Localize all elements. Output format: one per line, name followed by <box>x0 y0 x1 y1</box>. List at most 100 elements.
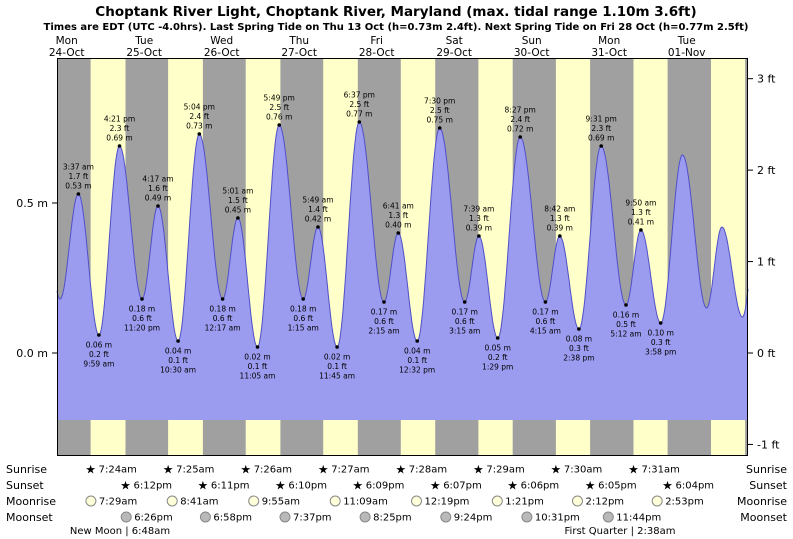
tide-annotation-line: 0.77 m <box>346 110 372 119</box>
moonset-time: 10:31pm <box>535 513 580 524</box>
right-axis-label: 0 ft <box>757 347 776 360</box>
tide-annotation-line: 1.6 ft <box>148 184 168 193</box>
tide-annotation-line: 2.3 ft <box>110 124 130 133</box>
sunrise-icon: ★ <box>395 463 406 477</box>
tide-annotation-line: 12:17 am <box>205 324 241 333</box>
day-date: 01-Nov <box>668 47 706 59</box>
tide-extreme-dot <box>197 132 202 136</box>
day-date: 30-Oct <box>514 47 550 59</box>
tide-extreme-dot <box>518 135 522 139</box>
moonset-icon <box>602 511 614 523</box>
moonrise-time: 2:53pm <box>665 497 704 508</box>
high-tide-annotation: 5:04 pm2.4 ft0.73 m <box>184 103 215 136</box>
left-axis-label: 0.5 m <box>16 197 48 210</box>
sunrise-time: 7:29am <box>486 465 524 476</box>
high-tide-annotation: 6:37 pm2.5 ft0.77 m <box>344 91 375 124</box>
tide-annotation-line: 1:15 am <box>288 324 319 333</box>
sunrise-time: 7:26am <box>254 465 292 476</box>
high-tide-annotation: 5:01 am1.5 ft0.45 m <box>222 187 253 220</box>
tide-annotation-line: 0.75 m <box>427 116 453 125</box>
moonset-time: 7:37pm <box>293 513 332 524</box>
tide-extreme-dot <box>357 120 362 124</box>
tide-annotation-line: 0.04 m <box>165 347 191 356</box>
tide-extreme-dot <box>117 144 122 148</box>
day-name: Fri <box>370 35 383 47</box>
tide-extreme-dot <box>97 333 101 337</box>
sunrise-icon: ★ <box>163 463 174 477</box>
tide-annotation-line: 0.45 m <box>225 206 251 215</box>
tide-annotation-line: 3:37 am <box>63 163 94 172</box>
tide-extreme-dot <box>176 339 180 343</box>
tide-annotation-line: 2.5 ft <box>269 103 289 112</box>
moonrise-time: 7:29am <box>99 497 137 508</box>
tide-annotation-line: 0.17 m <box>532 308 558 317</box>
tide-annotation-line: 0.2 ft <box>89 350 109 359</box>
tide-annotation-line: 5:49 am <box>302 196 333 205</box>
tide-annotation-line: 11:20 pm <box>124 324 160 333</box>
tide-annotation-line: 0.40 m <box>385 221 411 230</box>
tide-annotation-line: 9:50 am <box>625 199 656 208</box>
high-tide-annotation: 9:50 am1.3 ft0.41 m <box>625 199 656 232</box>
tide-annotation-line: 0.72 m <box>507 125 533 134</box>
tide-annotation-line: 0.6 ft <box>132 314 152 323</box>
sunset-icon: ★ <box>430 479 441 493</box>
sunset-icon: ★ <box>352 479 363 493</box>
sunset-icon: ★ <box>507 479 518 493</box>
moon-phase: New Moon | 6:48am <box>70 526 170 537</box>
almanac-label-left-sunrise: Sunrise <box>6 463 47 476</box>
sunset-time: 6:10pm <box>288 481 327 492</box>
tide-annotation-line: 0.1 ft <box>407 356 427 365</box>
moonset-icon <box>359 511 371 523</box>
moonset-time: 6:26pm <box>134 513 173 524</box>
moonrise-icon <box>166 495 178 507</box>
moonrise-time: 9:55am <box>262 497 300 508</box>
tide-annotation-line: 0.6 ft <box>455 317 475 326</box>
tide-extreme-dot <box>577 327 581 331</box>
tide-annotation-line: 0.10 m <box>648 329 674 338</box>
high-tide-annotation: 4:21 pm2.3 ft0.69 m <box>104 115 135 148</box>
day-name: Thu <box>288 35 309 47</box>
tide-annotation-line: 2.4 ft <box>189 112 209 121</box>
tide-annotation-line: 3:15 am <box>449 327 480 336</box>
sunrise-icon: ★ <box>551 463 562 477</box>
almanac-label-right-moonset: Moonset <box>740 511 787 524</box>
almanac-label-right-sunset: Sunset <box>749 479 787 492</box>
tide-extreme-dot <box>140 297 144 301</box>
sunrise-time: 7:28am <box>409 465 447 476</box>
tide-annotation-line: 0.02 m <box>244 353 270 362</box>
tide-extreme-dot <box>301 297 306 301</box>
tide-annotation-line: 11:05 am <box>240 372 276 381</box>
tide-extreme-dot <box>236 216 240 220</box>
tide-annotation-line: 0.04 m <box>404 347 430 356</box>
right-axis-label: -1 ft <box>757 438 780 451</box>
low-tide-annotation: 0.10 m0.3 ft3:58 pm <box>645 321 676 357</box>
tide-annotation-line: 9:59 am <box>83 360 114 369</box>
tide-annotation-line: 8:42 am <box>544 205 575 214</box>
low-tide-annotation: 0.17 m0.6 ft2:15 am <box>368 300 400 336</box>
high-tide-annotation: 8:27 pm2.4 ft0.72 m <box>505 106 536 139</box>
tide-extreme-dot <box>462 300 467 304</box>
moonrise-time: 8:41am <box>180 497 218 508</box>
right-axis-label: 3 ft <box>757 73 776 86</box>
tide-area <box>57 122 748 420</box>
moonset-icon <box>199 511 211 523</box>
moonrise-icon <box>411 495 422 507</box>
tide-annotation-line: 7:39 am <box>463 205 494 214</box>
day-name: Mon <box>598 35 620 47</box>
tide-extreme-dot <box>599 144 603 148</box>
tide-annotation-line: 1.7 ft <box>69 172 89 181</box>
tide-annotation-line: 8:27 pm <box>505 106 536 115</box>
moonrise-icon <box>651 495 663 507</box>
tide-annotation-line: 4:21 pm <box>104 115 135 124</box>
tide-extreme-dot <box>624 303 628 307</box>
tide-annotation-line: 2:15 am <box>368 327 399 336</box>
tide-annotation-line: 1.4 ft <box>308 205 328 214</box>
day-name: Tue <box>134 35 153 47</box>
tide-annotation-line: 0.1 ft <box>327 362 347 371</box>
